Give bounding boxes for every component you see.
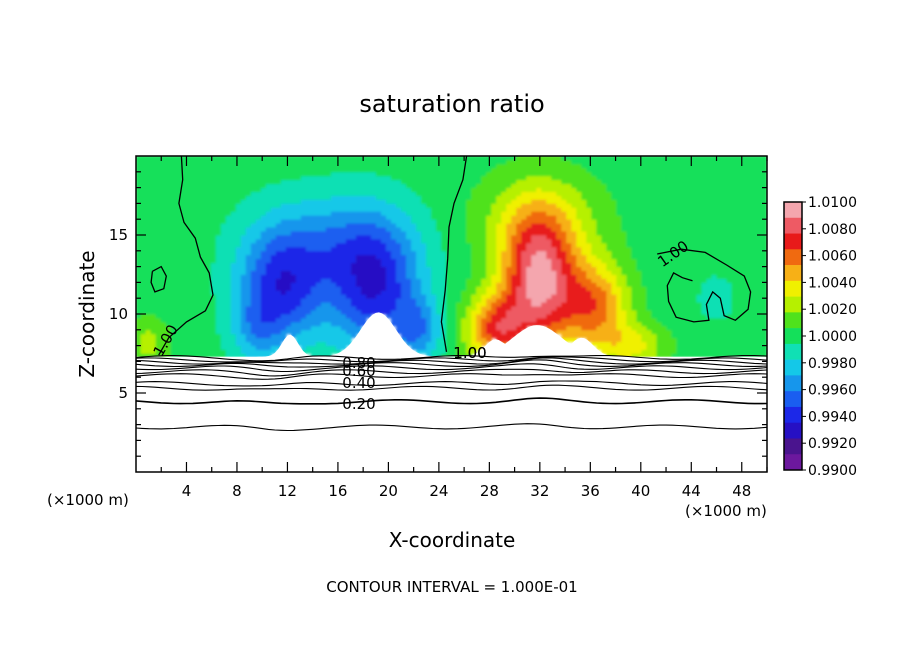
- colorbar: 1.0100 1.0080 1.0060 1.0040 1.0020 1.0000 0.99…: [783, 195, 857, 479]
- x-tick-label: 40: [631, 482, 650, 500]
- contour-line-lower: [136, 380, 767, 387]
- contour-line-lower: [136, 354, 767, 362]
- x-tick-label: 16: [328, 482, 347, 500]
- contour-line-lower: [136, 423, 767, 432]
- colorbar-swatch: [784, 280, 802, 297]
- colorbar-swatch: [784, 343, 802, 360]
- contour-label: 1.00: [453, 344, 486, 362]
- colorbar-swatch: [784, 422, 802, 439]
- contour-line-1-00: [657, 248, 752, 323]
- contour-line-lower: [136, 373, 767, 380]
- contour-interval-note: CONTOUR INTERVAL = 1.000E-01: [326, 578, 577, 596]
- colorbar-swatch: [784, 217, 802, 234]
- y-axis-ticks: 5 10 15: [109, 171, 767, 457]
- colorbar-swatch: [784, 454, 802, 471]
- x-tick-label: 36: [581, 482, 600, 500]
- x-tick-label: 12: [278, 482, 297, 500]
- colorbar-swatch: [784, 312, 802, 329]
- colorbar-label: 1.0000: [808, 329, 857, 345]
- y-tick-label: 5: [118, 384, 128, 402]
- colorbar-swatch: [784, 328, 802, 345]
- y-tick-label: 15: [109, 226, 128, 244]
- x-tick-label: 8: [232, 482, 242, 500]
- colorbar-label: 0.9900: [808, 463, 857, 479]
- colorbar-label: 0.9920: [808, 436, 857, 452]
- x-tick-label: 24: [429, 482, 448, 500]
- colorbar-label: 0.9980: [808, 356, 857, 372]
- colorbar-swatch: [784, 296, 802, 313]
- contour-label: 0.80: [342, 354, 375, 372]
- contour-line-1-00: [158, 156, 214, 356]
- contour-label: 0.20: [342, 395, 375, 413]
- colorbar-label: 1.0020: [808, 302, 857, 318]
- x-tick-label: 32: [530, 482, 549, 500]
- colorbar-swatch: [784, 406, 802, 424]
- contour-line-lower: [136, 384, 767, 391]
- colorbar-label: 1.0100: [808, 195, 857, 211]
- saturation-field: [136, 156, 767, 472]
- x-tick-label: 28: [480, 482, 499, 500]
- contour-lines: 1.00 1.001.001.000.800.600.400.20: [136, 156, 767, 432]
- x-axis-ticks: 4 8 12 16 20 24 28 32 36 40 44 48: [160, 156, 768, 500]
- colorbar-label: 0.9960: [808, 383, 857, 399]
- y-axis-label: Z-coordinate: [75, 250, 99, 377]
- unsaturated-region: [136, 312, 767, 472]
- contour-line-1-00: [440, 156, 468, 353]
- colorbar-swatch: [784, 265, 802, 282]
- contour-line-1-00: [150, 265, 167, 293]
- colorbar-label: 1.0060: [808, 249, 857, 265]
- x-tick-label: 44: [682, 482, 701, 500]
- colorbar-swatch: [784, 249, 802, 266]
- y-tick-label: 10: [109, 305, 128, 323]
- contour-label: 0.60: [342, 362, 375, 380]
- x-unit-right: (×1000 m): [685, 502, 767, 520]
- x-tick-label: 20: [379, 482, 398, 500]
- contour-line-lower: [136, 356, 767, 363]
- x-axis-label: X-coordinate: [389, 528, 516, 552]
- colorbar-label: 1.0080: [808, 222, 857, 238]
- colorbar-swatch: [784, 438, 802, 455]
- colorbar-swatch: [784, 233, 802, 250]
- contour-line-lower: [136, 359, 767, 368]
- colorbar-swatch: [784, 359, 802, 376]
- x-tick-label: 48: [732, 482, 751, 500]
- contour-line-lower: [136, 397, 767, 405]
- chart-title: saturation ratio: [359, 90, 544, 118]
- x-tick-label: 4: [182, 482, 192, 500]
- colorbar-label: 1.0040: [808, 275, 857, 291]
- x-unit-left: (×1000 m): [47, 491, 129, 509]
- contour-line-lower: [136, 363, 767, 373]
- contour-label: 1.00: [453, 344, 486, 362]
- contour-line-lower: [136, 368, 767, 377]
- colorbar-swatch: [784, 375, 802, 392]
- contour-label: 0.40: [342, 374, 375, 392]
- colorbar-swatch: [784, 391, 802, 408]
- contour-line-lower: [136, 357, 767, 365]
- colorbar-swatch: [784, 202, 802, 219]
- colorbar-label: 0.9940: [808, 409, 857, 425]
